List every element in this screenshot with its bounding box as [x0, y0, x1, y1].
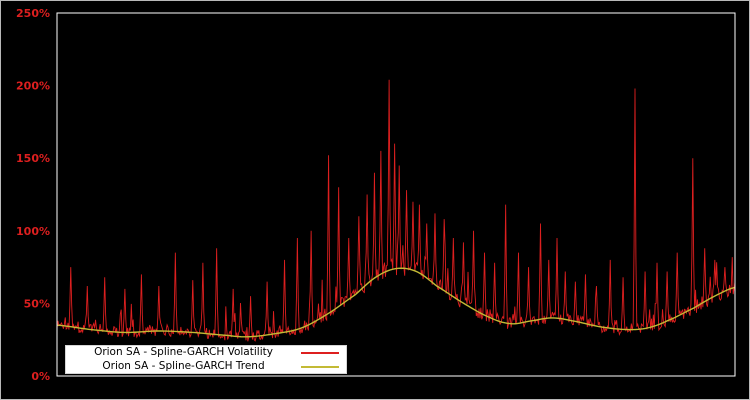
volatility-series [56, 79, 736, 342]
y-tick-label: 150% [16, 152, 50, 165]
legend-label-trend: Orion SA - Spline-GARCH Trend [102, 360, 265, 372]
plot-border [56, 12, 736, 377]
volatility-line-sample [301, 351, 339, 354]
legend-item-volatility: Orion SA - Spline-GARCH Volatility [66, 346, 346, 359]
y-tick-label: 50% [24, 297, 50, 310]
y-tick-label: 200% [16, 80, 50, 93]
y-tick-label: 0% [31, 370, 50, 383]
legend-item-trend: Orion SA - Spline-GARCH Trend [66, 360, 346, 373]
y-tick-label: 250% [16, 7, 50, 20]
y-tick-label: 100% [16, 225, 50, 238]
legend-label-volatility: Orion SA - Spline-GARCH Volatility [94, 346, 273, 358]
legend: Orion SA - Spline-GARCH Volatility Orion… [65, 345, 347, 374]
trend-line-sample [301, 365, 339, 368]
trend-series [56, 267, 736, 338]
